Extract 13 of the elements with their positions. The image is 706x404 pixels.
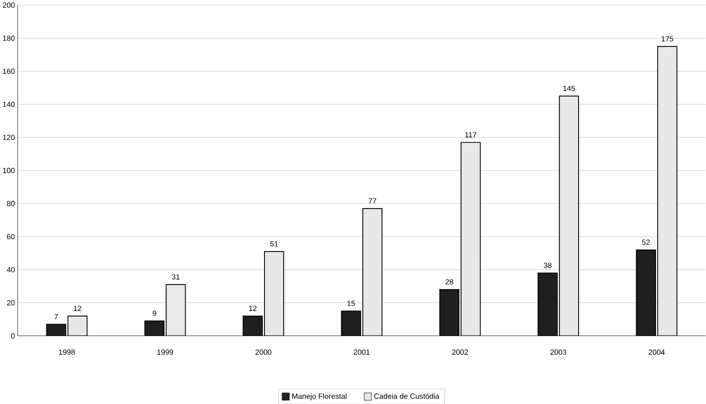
bar	[264, 250, 284, 336]
bar	[439, 288, 460, 336]
bar	[657, 46, 678, 336]
bar	[242, 315, 263, 336]
bar	[558, 95, 580, 336]
bar	[636, 249, 656, 336]
bar	[362, 208, 382, 336]
bar	[538, 272, 558, 336]
bar	[46, 324, 66, 336]
bar	[166, 284, 186, 336]
bar	[341, 310, 362, 336]
bar	[67, 315, 88, 336]
bar	[460, 142, 481, 336]
